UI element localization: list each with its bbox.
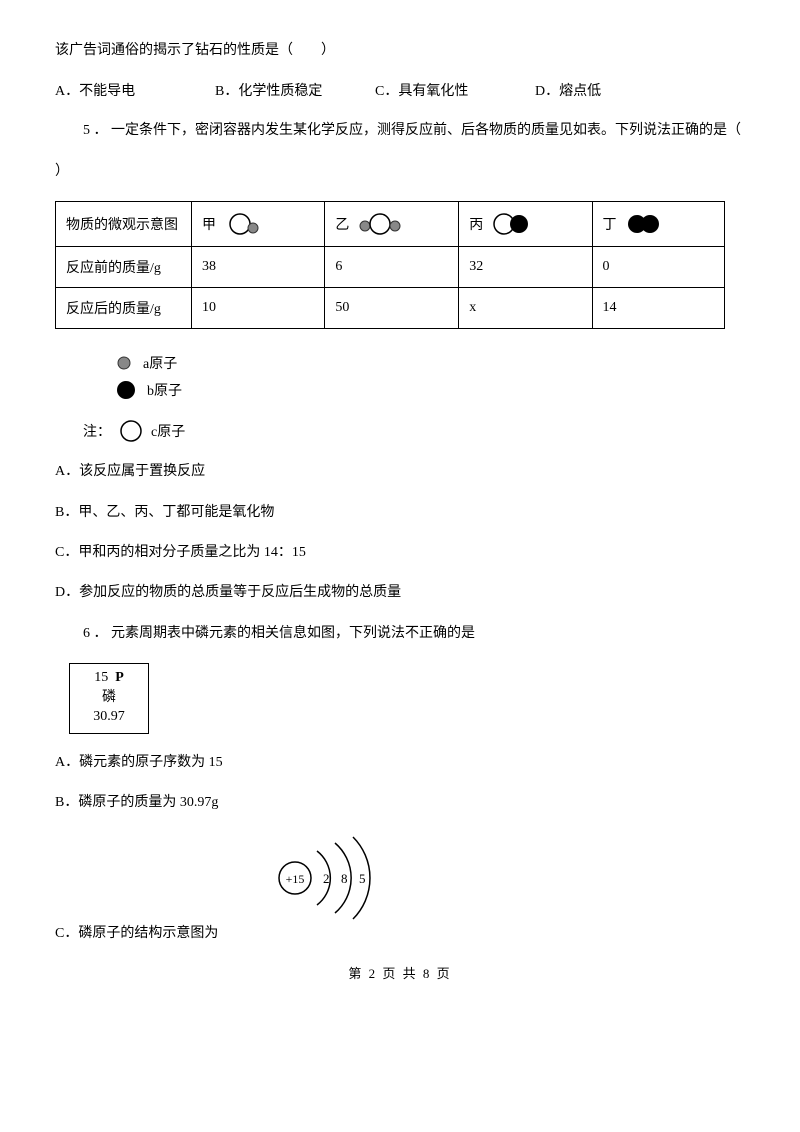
molecule-ding-icon — [623, 212, 663, 236]
q5-cell-bing: 丙 — [459, 202, 592, 247]
q5-stem-text: 一定条件下，密闭容器内发生某化学反应，测得反应前、后各物质的质量见如表。下列说法… — [111, 123, 755, 138]
q5-stem-close: ） — [55, 161, 745, 183]
q5-before-0: 38 — [192, 247, 325, 288]
legend-b-icon — [115, 379, 137, 401]
legend-c-label: c原子 — [151, 421, 185, 441]
q5-before-2: 32 — [459, 247, 592, 288]
q5-cell-ding: 丁 — [592, 202, 725, 247]
q5-table: 物质的微观示意图 甲 乙 — [55, 201, 725, 329]
q5-opt-d: D．参加反应的物质的总质量等于反应后生成物的总质量 — [55, 582, 745, 604]
q5-stem: 5 ． 一定条件下，密闭容器内发生某化学反应，测得反应前、后各物质的质量见如表。… — [55, 120, 745, 142]
element-card: 15 P 磷 30.97 — [69, 663, 149, 734]
page-footer: 第 2 页 共 8 页 — [55, 963, 745, 982]
q5-before-3: 0 — [592, 247, 725, 288]
q5-cell-jia: 甲 — [192, 202, 325, 247]
legend-b-label: b原子 — [147, 380, 182, 400]
q5-legend: a原子 b原子 — [115, 353, 745, 401]
q5-after-0: 10 — [192, 288, 325, 329]
legend-note: 注： — [83, 421, 111, 441]
q6-number: 6 ． — [83, 626, 108, 641]
q4-opt-b: B．化学性质稳定 — [215, 80, 375, 100]
q5-after-1: 50 — [325, 288, 459, 329]
q5-row2-label: 反应后的质量/g — [56, 288, 192, 329]
atom-structure-diagram: +15 2 8 5 — [255, 833, 745, 923]
q6-opt-a: A．磷元素的原子序数为 15 — [55, 752, 745, 774]
q4-options: A．不能导电 B．化学性质稳定 C．具有氧化性 D．熔点低 — [55, 80, 745, 100]
svg-text:8: 8 — [341, 871, 348, 886]
q5-cell-yi: 乙 — [325, 202, 459, 247]
q6-stem-text: 元素周期表中磷元素的相关信息如图，下列说法不正确的是 — [111, 626, 475, 641]
q4-opt-d: D．熔点低 — [535, 80, 695, 100]
q6-opt-c: C．磷原子的结构示意图为 — [55, 923, 745, 945]
molecule-bing-icon — [489, 212, 535, 236]
svg-text:2: 2 — [323, 871, 330, 886]
q5-row0-label: 物质的微观示意图 — [56, 202, 192, 247]
q6-opt-b: B．磷原子的质量为 30.97g — [55, 792, 745, 814]
q5-col-yi: 乙 — [335, 214, 349, 234]
q4-opt-a: A．不能导电 — [55, 80, 215, 100]
q5-before-1: 6 — [325, 247, 459, 288]
nucleus-label: +15 — [286, 872, 305, 886]
q4-stem: 该广告词通俗的揭示了钻石的性质是（ ） — [55, 40, 745, 62]
element-name: 磷 — [70, 688, 148, 708]
element-symbol: P — [115, 670, 124, 685]
legend-a-icon — [115, 354, 133, 372]
q5-after-3: 14 — [592, 288, 725, 329]
q6-stem: 6 ． 元素周期表中磷元素的相关信息如图，下列说法不正确的是 — [55, 623, 745, 645]
q5-col-ding: 丁 — [603, 214, 617, 234]
element-num: 15 — [94, 670, 108, 685]
element-mass: 30.97 — [70, 707, 148, 727]
q4-opt-c: C．具有氧化性 — [375, 80, 535, 100]
q5-row1-label: 反应前的质量/g — [56, 247, 192, 288]
q6-opt-c-text: C．磷原子的结构示意图为 — [55, 923, 218, 945]
q5-opt-a: A．该反应属于置换反应 — [55, 461, 745, 483]
q5-opt-b: B．甲、乙、丙、丁都可能是氧化物 — [55, 502, 745, 524]
molecule-yi-icon — [355, 212, 405, 236]
q5-col-bing: 丙 — [469, 214, 483, 234]
q5-number: 5 ． — [83, 123, 108, 138]
legend-c-icon — [119, 419, 143, 443]
q5-opt-c: C．甲和丙的相对分子质量之比为 14：15 — [55, 542, 745, 564]
legend-a-label: a原子 — [143, 353, 177, 373]
svg-text:5: 5 — [359, 871, 366, 886]
molecule-jia-icon — [222, 212, 268, 236]
q5-after-2: x — [459, 288, 592, 329]
q5-col-jia: 甲 — [202, 214, 216, 234]
